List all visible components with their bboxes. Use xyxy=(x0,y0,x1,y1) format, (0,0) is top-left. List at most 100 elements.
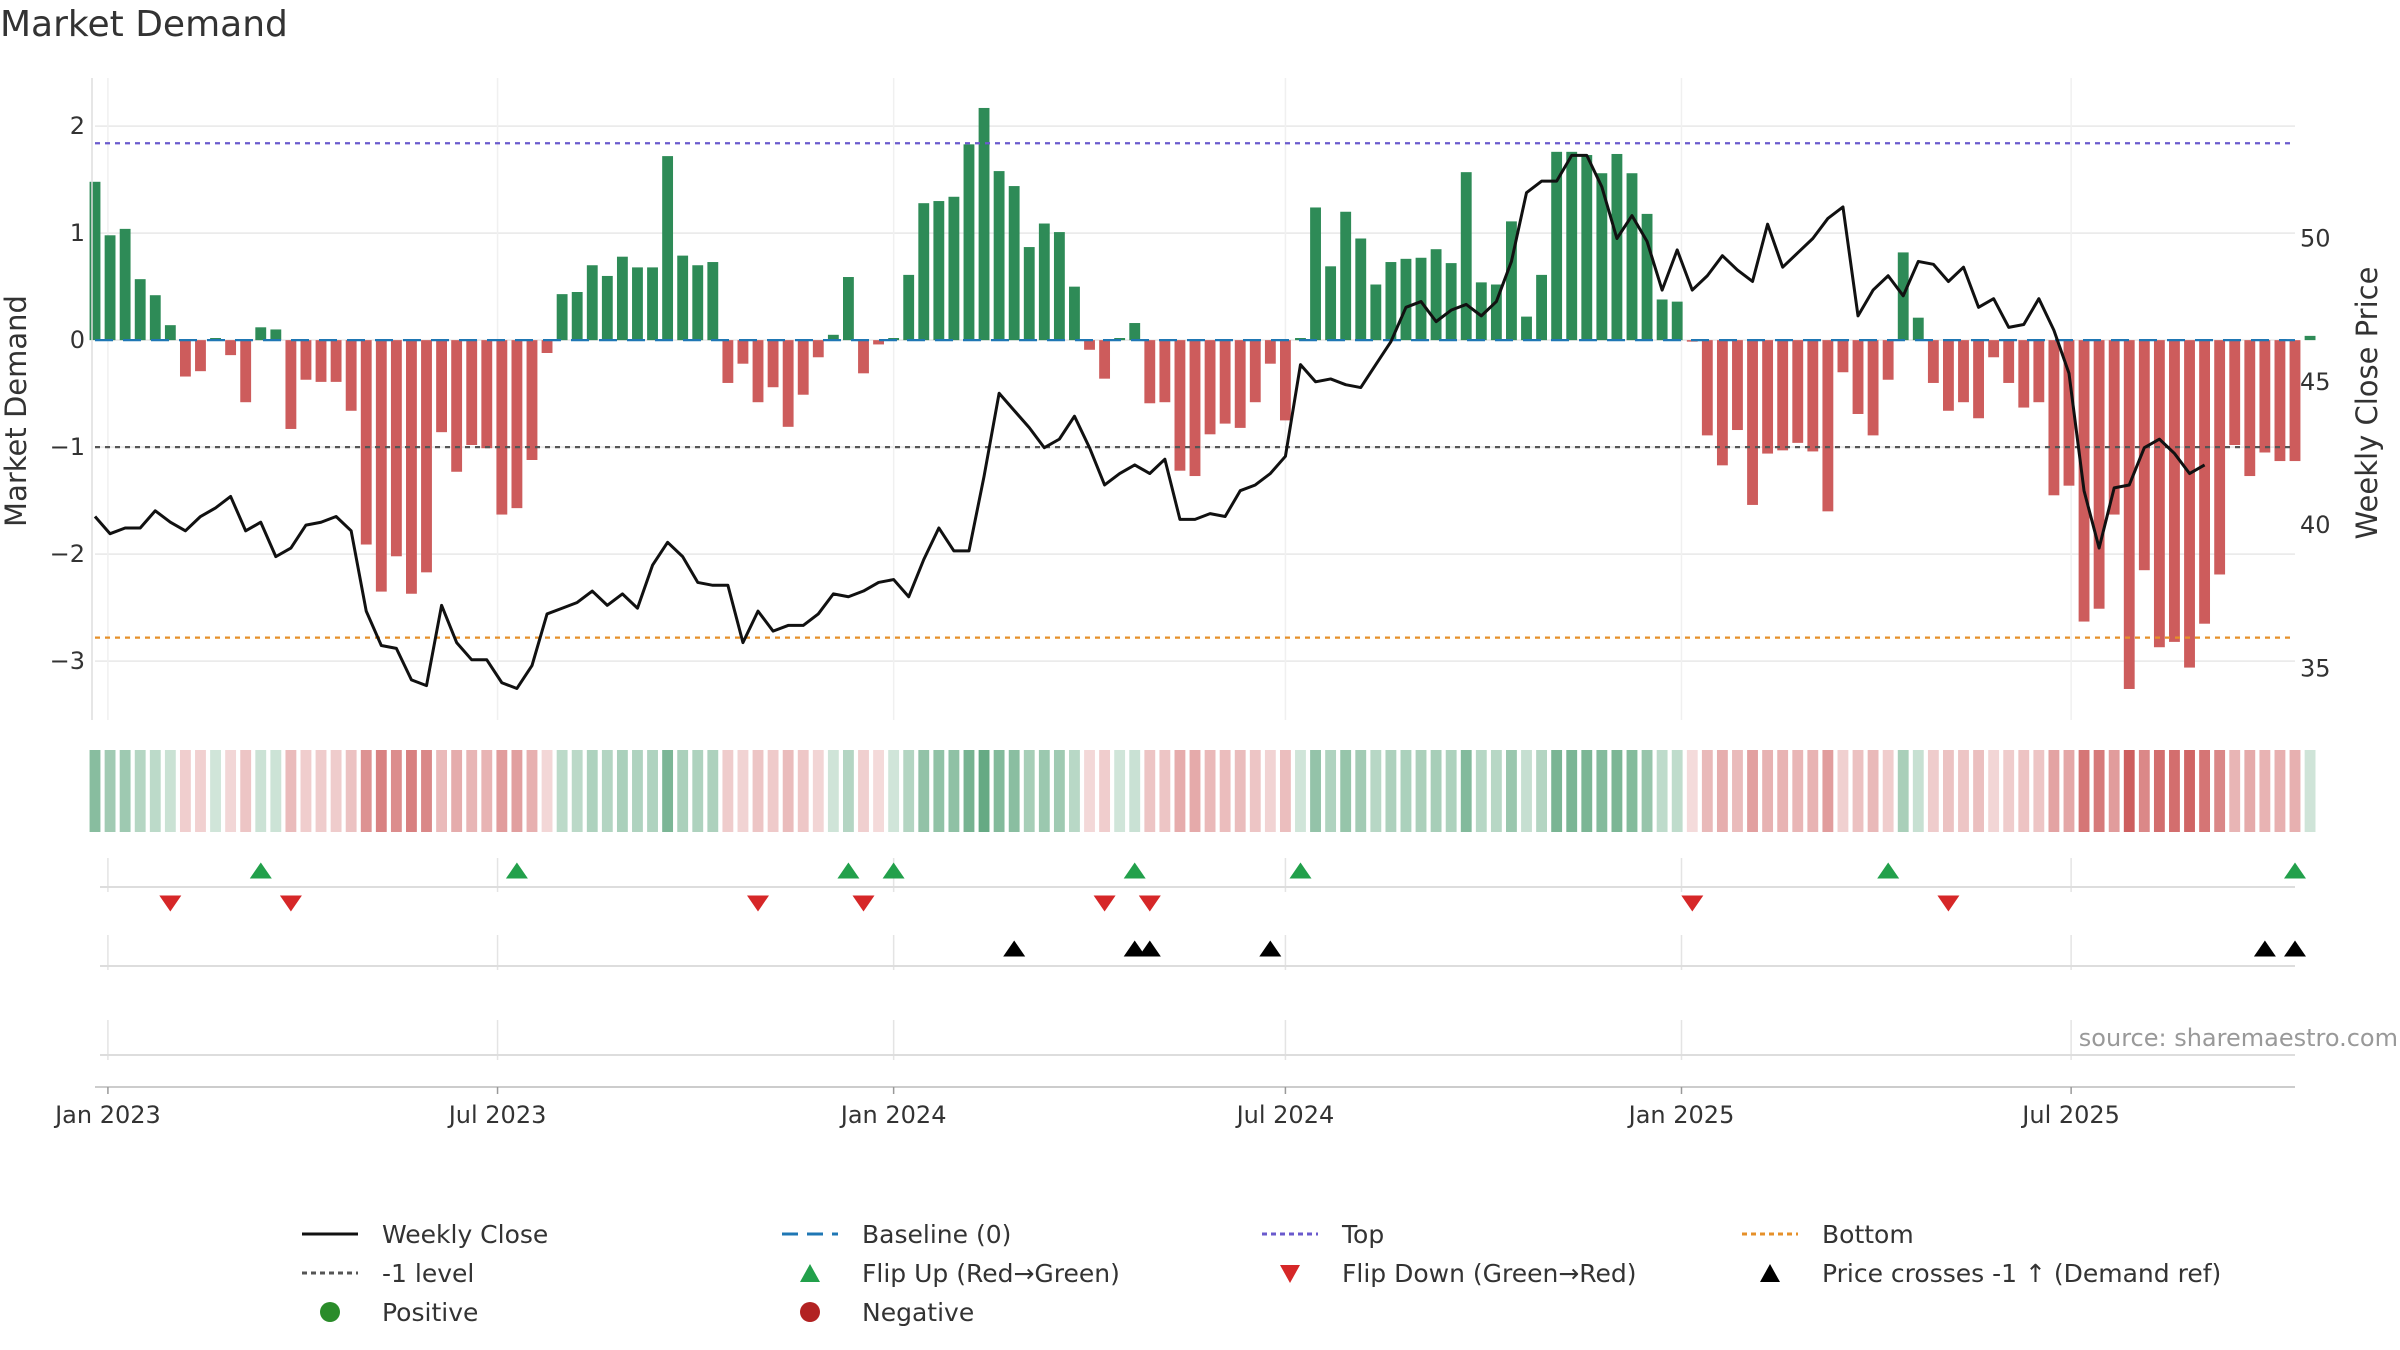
demand-bar xyxy=(1551,151,1563,341)
heat-cell xyxy=(707,750,719,832)
demand-bar xyxy=(134,279,146,341)
demand-bar xyxy=(1174,340,1186,471)
demand-bar xyxy=(2153,340,2165,648)
demand-bar xyxy=(2184,340,2195,668)
flip-up-marker xyxy=(249,862,272,879)
heat-cell xyxy=(1310,750,1321,832)
demand-bar xyxy=(1430,249,1442,341)
heat-cell xyxy=(300,750,312,832)
heat-cell xyxy=(2048,750,2060,832)
demand-bar xyxy=(511,340,523,509)
heat-cell xyxy=(1174,750,1186,832)
heat-cell xyxy=(375,750,387,832)
solid-line-icon xyxy=(302,1232,358,1236)
demand-bar xyxy=(360,340,372,545)
demand-bar xyxy=(315,340,327,382)
demand-bar xyxy=(1234,340,1246,428)
demand-bar xyxy=(330,340,342,382)
heat-cell xyxy=(1053,750,1065,832)
heat-cell xyxy=(451,750,463,832)
heat-cell xyxy=(1069,750,1080,832)
heat-cell xyxy=(812,750,824,832)
flip-up-marker xyxy=(505,862,528,879)
demand-bar xyxy=(2093,340,2105,609)
legend-item: Price crosses -1 ↑ (Demand ref) xyxy=(1740,1255,2221,1291)
heat-cell xyxy=(330,750,342,832)
demand-bar xyxy=(406,340,417,594)
demand-bar xyxy=(2033,340,2045,403)
heat-cell xyxy=(134,750,146,832)
demand-bar xyxy=(2274,340,2286,462)
heat-cell xyxy=(1732,750,1743,832)
demand-bar xyxy=(1807,340,1819,452)
weekly-close-line-layer xyxy=(93,153,2206,690)
demand-bar xyxy=(1415,257,1427,341)
legend-label: Flip Down (Green→Red) xyxy=(1342,1258,1637,1288)
y-tick-label: −2 xyxy=(50,540,85,568)
legend-label: Bottom xyxy=(1822,1219,1914,1249)
demand-bar xyxy=(2108,340,2120,515)
heat-cell xyxy=(1506,750,1517,832)
demand-bar xyxy=(677,255,689,341)
heat-cell xyxy=(933,750,945,832)
y2-tick-label: 50 xyxy=(2300,225,2331,253)
heat-cell xyxy=(149,750,161,832)
demand-heatmap-strip xyxy=(89,750,2316,832)
heat-cell xyxy=(2184,750,2195,832)
heat-cell xyxy=(843,750,854,832)
demand-bar xyxy=(195,340,206,372)
heat-cell xyxy=(1762,750,1774,832)
demand-bar xyxy=(149,295,161,341)
demand-bar xyxy=(1581,155,1593,341)
heat-cell xyxy=(2138,750,2150,832)
demand-bar xyxy=(722,340,734,383)
heat-cell xyxy=(2214,750,2226,832)
heat-cell xyxy=(1129,750,1141,832)
demand-bar xyxy=(526,340,538,460)
demand-bar xyxy=(300,340,312,380)
heat-cell xyxy=(616,750,628,832)
legend-label: Top xyxy=(1342,1219,1385,1249)
demand-bar xyxy=(2259,340,2271,453)
demand-bar xyxy=(933,201,945,341)
y2-tick-label: 40 xyxy=(2300,511,2331,539)
demand-bar xyxy=(1641,213,1653,341)
demand-bar xyxy=(2229,340,2241,446)
heat-cell xyxy=(2003,750,2015,832)
heat-cell xyxy=(481,750,493,832)
heat-cell xyxy=(1385,750,1397,832)
demand-bar xyxy=(2138,340,2150,571)
price-cross-marker xyxy=(1138,940,1161,957)
legend-label: Baseline (0) xyxy=(862,1219,1012,1249)
heat-cell xyxy=(1249,750,1261,832)
circle-icon xyxy=(800,1302,820,1322)
heat-cell xyxy=(1611,750,1623,832)
chart-title: Market Demand xyxy=(0,4,288,45)
heat-cell xyxy=(692,750,704,832)
heat-cell xyxy=(1234,750,1246,832)
heat-cell xyxy=(586,750,598,832)
heat-cell xyxy=(1837,750,1849,832)
heat-cell xyxy=(722,750,734,832)
flip-up-marker xyxy=(1877,862,1900,879)
price-cross-marker xyxy=(1259,940,1282,957)
heat-cell xyxy=(1822,750,1834,832)
demand-bar xyxy=(586,265,598,341)
demand-bar xyxy=(1701,340,1713,436)
flip-down-marker xyxy=(1937,895,1960,912)
heat-cell xyxy=(1973,750,1984,832)
legend-item: Positive xyxy=(300,1294,478,1330)
demand-bar xyxy=(1325,266,1337,341)
triangle-up-icon xyxy=(800,1264,820,1282)
heat-cell xyxy=(164,750,176,832)
demand-bar xyxy=(1053,232,1065,341)
demand-bar xyxy=(2289,340,2301,462)
demand-bar xyxy=(1596,173,1608,341)
y-tick-label: −1 xyxy=(50,433,85,461)
demand-bar xyxy=(104,235,116,341)
demand-bar xyxy=(285,340,297,429)
dotted-line-icon xyxy=(1742,1232,1798,1236)
heat-cell xyxy=(1295,750,1306,832)
heat-cell xyxy=(993,750,1005,832)
heat-cell xyxy=(948,750,960,832)
